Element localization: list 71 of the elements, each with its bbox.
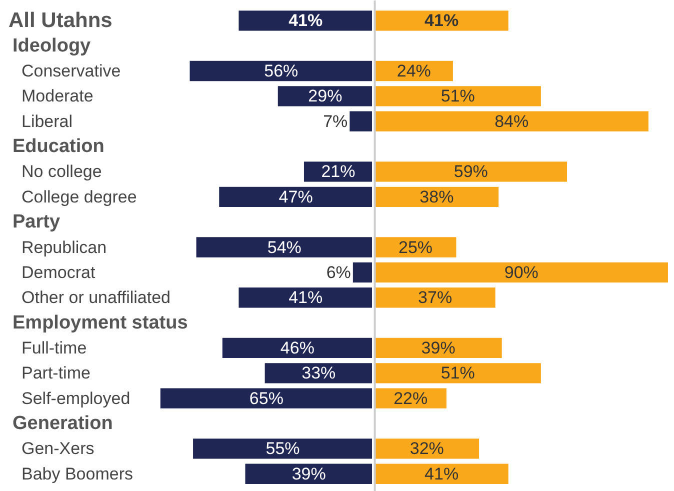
bar <box>374 438 480 459</box>
bar <box>374 464 508 484</box>
y-tick-label: Education <box>12 136 104 158</box>
bar <box>374 363 541 384</box>
data-label: 41% <box>424 11 459 30</box>
bar <box>374 338 502 358</box>
data-label: 47% <box>278 187 313 206</box>
y-tick-label: Conservative <box>22 62 121 81</box>
bar <box>193 438 372 459</box>
data-label: 51% <box>440 364 475 383</box>
bar <box>245 464 372 484</box>
y-tick-label: Moderate <box>22 86 94 106</box>
bar <box>352 262 372 283</box>
y-tick-label: Generation <box>12 413 113 434</box>
y-tick-label: Employment status <box>12 312 188 334</box>
y-tick-label: Liberal <box>22 112 73 131</box>
y-tick-label: Gen-Xers <box>22 439 94 458</box>
data-label: 51% <box>440 86 475 106</box>
bar <box>374 10 508 31</box>
bar <box>374 111 648 132</box>
bar <box>238 288 372 308</box>
bar <box>350 111 372 132</box>
data-label: 90% <box>504 262 538 282</box>
y-tick-label: Democrat <box>22 262 96 282</box>
data-label: 41% <box>424 464 459 484</box>
data-label: 59% <box>454 162 488 182</box>
data-label: 22% <box>394 388 428 408</box>
data-label: 56% <box>264 62 298 81</box>
bar <box>222 338 372 358</box>
data-label: 37% <box>418 288 452 308</box>
bar <box>374 162 567 182</box>
bar <box>264 363 372 384</box>
data-label: 38% <box>420 187 454 206</box>
bar <box>196 237 372 258</box>
bar <box>374 288 496 308</box>
y-tick-label: All Utahns <box>8 9 112 32</box>
y-tick-label: No college <box>22 162 102 182</box>
bar <box>190 60 372 82</box>
y-tick-label: Baby Boomers <box>22 464 133 484</box>
data-label: 25% <box>398 238 433 257</box>
y-tick-label: Part-time <box>22 364 90 383</box>
bar <box>238 10 372 31</box>
data-label: 32% <box>410 439 444 458</box>
y-tick-label: Other or unaffiliated <box>22 288 170 308</box>
data-label: 33% <box>302 364 336 383</box>
data-label: 65% <box>249 388 284 408</box>
y-tick-label: College degree <box>22 187 137 206</box>
data-label: 39% <box>292 464 326 484</box>
bar <box>374 262 668 283</box>
y-tick-label: Ideology <box>12 35 92 56</box>
data-label: 39% <box>421 338 456 358</box>
bar <box>278 86 372 106</box>
data-label: 7% <box>323 112 348 131</box>
data-label: 29% <box>308 86 342 106</box>
y-tick-label: Party <box>12 212 60 233</box>
data-label: 54% <box>267 238 302 257</box>
data-label: 46% <box>280 338 314 358</box>
y-tick-label: Full-time <box>22 338 87 358</box>
data-label: 6% <box>326 262 351 282</box>
bar <box>374 86 541 106</box>
y-tick-label: Self-employed <box>22 388 130 408</box>
data-label: 21% <box>321 162 356 182</box>
data-label: 84% <box>494 112 529 131</box>
y-tick-label: Republican <box>22 238 107 257</box>
data-label: 41% <box>288 11 323 30</box>
bar <box>160 388 372 408</box>
data-label: 55% <box>266 439 300 458</box>
bar <box>219 186 372 207</box>
data-label: 41% <box>288 288 323 308</box>
data-label: 24% <box>396 62 431 81</box>
bar <box>374 186 499 207</box>
